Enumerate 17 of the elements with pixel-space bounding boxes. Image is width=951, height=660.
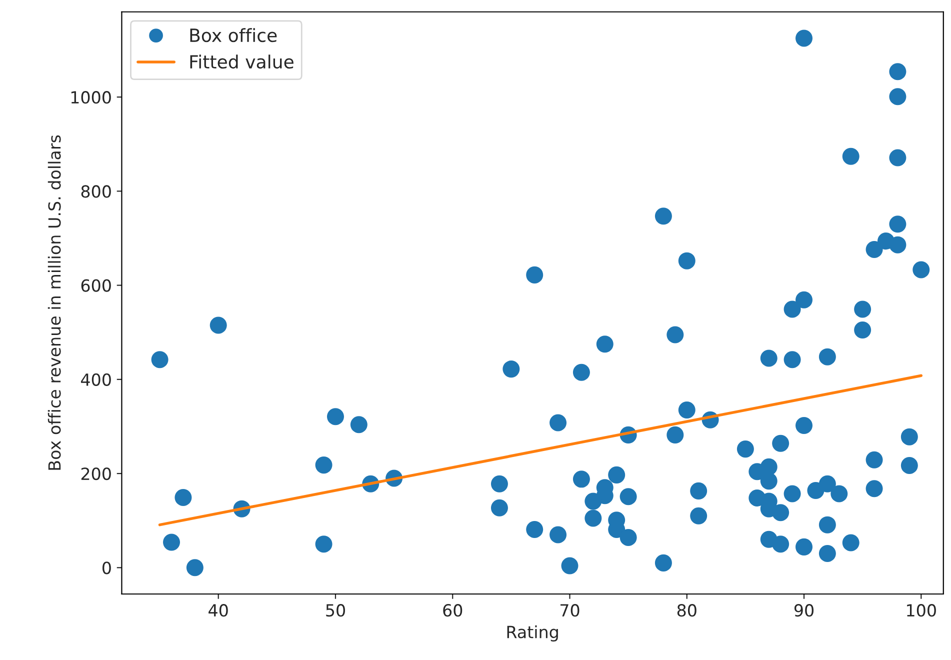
x-tick-label: 50	[326, 604, 345, 617]
x-tick-label: 40	[208, 604, 228, 617]
y-tick-label: 800	[81, 185, 111, 198]
y-tick-label: 600	[81, 279, 111, 292]
x-tick-label: 60	[443, 604, 462, 617]
x-tick-label: 100	[907, 604, 936, 617]
x-tick-label: 90	[794, 604, 814, 617]
x-tick-label: 70	[560, 604, 580, 617]
y-tick-label: 200	[81, 467, 111, 480]
x-tick-label: 80	[677, 604, 696, 617]
x-axis-title: Rating	[507, 625, 558, 642]
y-tick-label: 1000	[71, 91, 111, 104]
y-tick-label: 400	[81, 373, 111, 386]
legend-label: Box office	[190, 28, 277, 42]
y-tick-label: 0	[102, 562, 111, 574]
y-axis-title: Box office revenue in million U.S. dollars	[48, 135, 61, 470]
legend-label: Fitted value	[190, 54, 294, 69]
